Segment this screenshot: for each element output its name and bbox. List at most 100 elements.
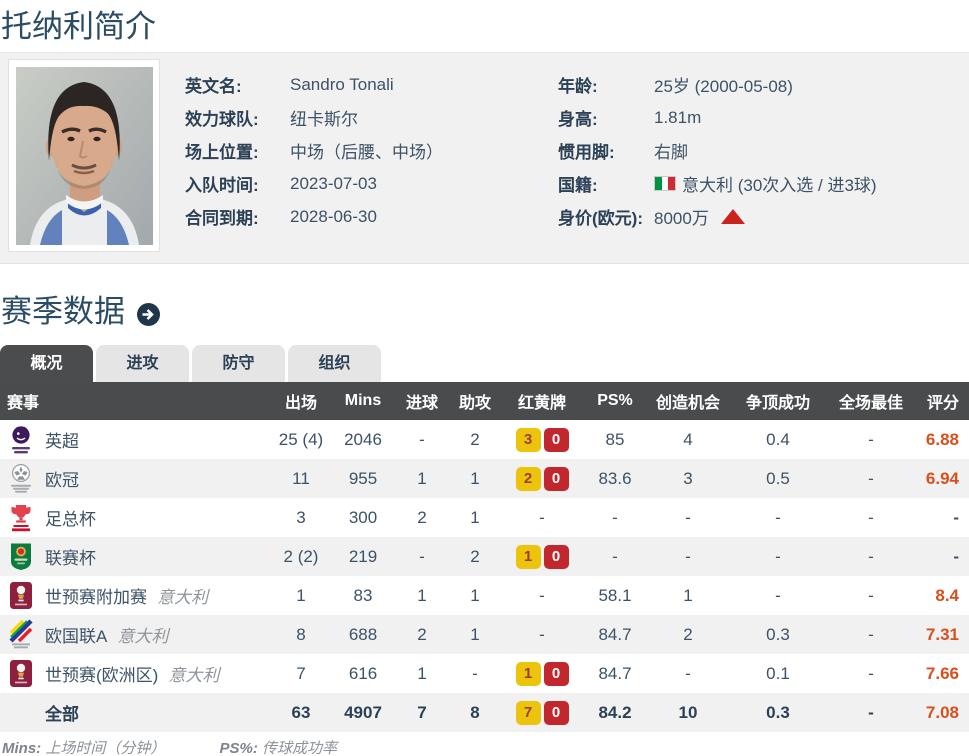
- cell-ps: 83.6: [598, 468, 632, 488]
- fa-cup-icon: [7, 502, 34, 534]
- cell-mins: 4907: [344, 702, 382, 722]
- red-cards-badge: 0: [543, 544, 569, 569]
- tab-overview[interactable]: 概况: [0, 345, 93, 383]
- cell-apps: 25 (4): [278, 429, 324, 449]
- table-row-4: 世预赛附加赛 意大利 1 83 1 1 - 58.1 1 - - 8.4: [0, 576, 969, 615]
- cell-goals: 1: [417, 585, 427, 605]
- cell-mins: 219: [348, 546, 378, 566]
- table-row-2: 足总杯 3 300 2 1 - - - - - -: [0, 498, 969, 537]
- cell-competition: 英超: [0, 420, 270, 459]
- cell-ps: 84.7: [598, 624, 632, 644]
- cell-mins: 300: [348, 507, 378, 527]
- cell-chances: -: [685, 663, 691, 683]
- cell-goals: 7: [417, 702, 427, 722]
- tab-organize[interactable]: 组织: [288, 345, 381, 383]
- profile-label-english-name: 英文名:: [185, 77, 242, 97]
- profile-value-contract-until: 2028-06-30: [290, 207, 377, 227]
- profile-value-text-market-value: 8000万: [654, 209, 709, 229]
- cell-aerials: 0.4: [766, 429, 790, 449]
- profile-value-text-contract-until: 2028-06-30: [290, 206, 377, 226]
- cell-assists: 2: [470, 429, 480, 449]
- player-portrait-image: [15, 66, 153, 245]
- profile-value-join-date: 2023-07-03: [290, 174, 377, 194]
- page-title: 托纳利简介: [1, 9, 156, 44]
- cell-apps: 7: [296, 663, 306, 683]
- cell-motm: -: [868, 507, 874, 527]
- profile-row-market-value: 身价(欧元): 8000万: [558, 200, 963, 233]
- cell-competition: 欧国联A 意大利: [0, 615, 270, 654]
- table-row-1: 欧冠 11 955 1 1 2 0 83.6 3 0.5-6.94: [0, 459, 969, 499]
- profile-label-club: 效力球队:: [185, 110, 259, 130]
- cell-cards: -: [539, 507, 545, 527]
- col-header-comp: 赛事: [0, 382, 270, 421]
- tab-defense[interactable]: 防守: [192, 345, 285, 383]
- cell-motm: -: [868, 585, 874, 605]
- profile-info-left: 英文名: Sandro Tonali 效力球队: 纽卡斯尔 场上位置: 中场（后腰、中场）…: [185, 68, 550, 233]
- cell-goals: 2: [417, 507, 427, 527]
- profile-value-text-age: 25岁 (2000-05-08): [654, 77, 793, 97]
- col-header-ps: PS%: [584, 382, 646, 421]
- cell-motm: -: [868, 546, 874, 566]
- tab-attack[interactable]: 进攻: [96, 345, 189, 383]
- competition-name: 欧国联A: [45, 627, 108, 647]
- table-row-0: 英超 25 (4) 2046 - 2 3 0 85 4 0.4 - 6.88: [0, 420, 969, 459]
- profile-row-contract-until: 合同到期: 2028-06-30: [185, 200, 550, 233]
- cell-chances: -: [685, 546, 691, 566]
- cell-goals: 1: [417, 663, 427, 683]
- col-header-mins: Mins: [332, 382, 394, 421]
- cell-rating: 7.66: [925, 663, 959, 683]
- table-row-total: 全部 63 4907 7 8 7 0 84.2 10 0.3-7.08: [0, 693, 969, 733]
- yellow-cards-badge: 1: [515, 661, 541, 686]
- player-photo: [8, 59, 160, 253]
- cell-chances: 3: [683, 468, 693, 488]
- ps-footnote-label: PS%:: [219, 740, 258, 756]
- profile-row-position: 场上位置: 中场（后腰、中场）: [185, 134, 550, 167]
- profile-value-english-name: Sandro Tonali: [290, 75, 394, 95]
- cell-rating: 6.94: [925, 468, 959, 488]
- profile-label-join-date: 入队时间:: [185, 176, 259, 196]
- profile-label-nationality: 国籍:: [558, 176, 598, 196]
- profile-value-market-value: 8000万: [654, 204, 745, 229]
- cell-chances: 4: [683, 429, 693, 449]
- cell-assists: 1: [470, 507, 480, 527]
- champions-league-icon: [7, 463, 34, 495]
- cell-mins: 83: [353, 585, 373, 605]
- profile-row-preferred-foot: 惯用脚: 右脚: [558, 134, 963, 167]
- cell-competition: 足总杯: [0, 498, 270, 537]
- competition-name: 英超: [45, 432, 79, 452]
- cell-cards: -: [539, 585, 545, 605]
- cell-aerials: 0.3: [766, 624, 790, 644]
- red-cards-badge: 0: [543, 466, 569, 491]
- no-icon: [7, 697, 34, 729]
- competition-note: 意大利: [117, 627, 169, 647]
- cell-goals: 2: [417, 624, 427, 644]
- yellow-cards-badge: 7: [515, 700, 541, 725]
- cell-chances: 2: [683, 624, 693, 644]
- cell-rating: 7.08: [925, 702, 959, 722]
- cell-assists: -: [472, 663, 478, 683]
- competition-cell-inner: 英超: [0, 424, 270, 456]
- col-header-rating: 评分: [916, 382, 969, 421]
- cell-aerials: -: [775, 507, 781, 527]
- cell-aerials: 0.3: [766, 702, 790, 722]
- cell-ps: 58.1: [598, 585, 632, 605]
- profile-label-height: 身高:: [558, 110, 598, 130]
- cell-assists: 1: [470, 585, 480, 605]
- mins-footnote-label: Mins:: [2, 740, 42, 756]
- wc-qualifiers-icon: [7, 658, 34, 690]
- col-header-assists: 助攻: [450, 382, 500, 421]
- cell-goals: -: [419, 429, 425, 449]
- competition-cell-inner: 世预赛附加赛 意大利: [0, 580, 270, 612]
- profile-label-age: 年龄:: [558, 77, 598, 97]
- arrow-right-icon[interactable]: [137, 303, 160, 327]
- season-data-header: 赛季数据: [0, 293, 969, 330]
- cell-rating: 7.31: [925, 624, 959, 644]
- cell-apps: 1: [296, 585, 306, 605]
- profile-row-english-name: 英文名: Sandro Tonali: [185, 68, 550, 101]
- cell-chances: -: [685, 507, 691, 527]
- profile-value-text-preferred-foot: 右脚: [654, 143, 688, 163]
